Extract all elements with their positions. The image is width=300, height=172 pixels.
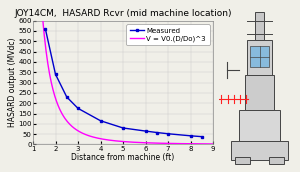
Y-axis label: HASARD output (MVdc): HASARD output (MVdc)	[8, 38, 17, 127]
Bar	[231, 141, 288, 160]
Bar	[247, 40, 272, 75]
Bar	[239, 110, 280, 141]
Title: JOY14CM,  HASARD Rcvr (mid machine location): JOY14CM, HASARD Rcvr (mid machine locati…	[14, 9, 232, 18]
Bar	[250, 46, 269, 67]
Bar	[235, 157, 250, 164]
Bar	[255, 12, 264, 40]
Bar	[245, 75, 274, 110]
Legend: Measured, V = V0.(D/Do)^3: Measured, V = V0.(D/Do)^3	[126, 24, 209, 45]
X-axis label: Distance from machine (ft): Distance from machine (ft)	[71, 153, 175, 162]
Bar	[269, 157, 284, 164]
